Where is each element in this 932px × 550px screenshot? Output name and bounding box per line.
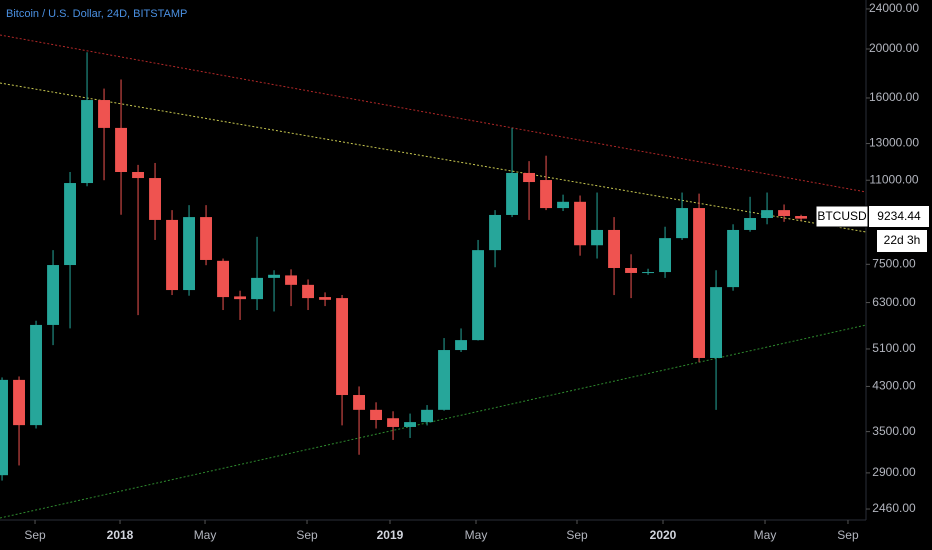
y-tick-label: 2460.00: [872, 501, 916, 515]
x-tick-label: Sep: [24, 528, 46, 542]
x-tick-label: May: [194, 528, 217, 542]
y-tick-label: 2900.00: [872, 465, 916, 479]
candle-body: [370, 409, 382, 421]
trend-lines: [0, 34, 866, 519]
candle-body: [404, 422, 416, 427]
candle-body: [319, 297, 331, 300]
last-price-box: [869, 206, 929, 227]
x-tick-label: 2020: [650, 528, 677, 542]
y-tick-label: 7500.00: [872, 256, 916, 270]
candle-body: [557, 201, 570, 209]
x-tick-label: Sep: [837, 528, 859, 542]
x-tick-label: 2018: [107, 528, 134, 542]
candle-body: [744, 218, 757, 230]
y-tick-label: 24000.00: [869, 1, 919, 15]
candle-body: [591, 229, 604, 246]
candle-body: [302, 284, 314, 299]
trend-line: [0, 82, 866, 233]
y-tick-label: 3500.00: [872, 424, 916, 438]
x-tick-label: 2019: [377, 528, 404, 542]
y-tick-label: 11000.00: [869, 172, 918, 186]
candle-body: [115, 127, 127, 173]
candle-body: [132, 172, 144, 179]
candle-body: [149, 178, 161, 220]
candle-body: [523, 172, 536, 183]
candle-body: [30, 324, 42, 426]
trend-line: [0, 34, 866, 193]
candle-body: [387, 418, 399, 427]
candle-body: [693, 208, 706, 358]
candles: [0, 52, 808, 481]
candle-body: [421, 409, 433, 423]
countdown: 22d 3h: [884, 233, 921, 247]
candle-body: [761, 210, 774, 219]
candle-body: [285, 275, 297, 285]
y-tick-label: 6300.00: [872, 295, 916, 309]
symbol-label: BTCUSD: [817, 209, 867, 223]
countdown-box: [877, 230, 927, 252]
axes: 24000.00 20000.00 16000.00 13000.00 11000.00…: [24, 1, 919, 542]
x-tick-label: Sep: [566, 528, 588, 542]
candle-body: [625, 267, 638, 273]
x-tick-label: Sep: [296, 528, 318, 542]
y-tick-label: 20000.00: [869, 41, 919, 55]
candle-body: [353, 395, 365, 410]
candle-body: [217, 260, 229, 298]
candle-body: [574, 201, 587, 246]
candle-body: [727, 229, 740, 288]
candle-body: [234, 296, 246, 300]
y-tick-label: 13000.00: [869, 136, 919, 150]
candle-body: [795, 216, 808, 219]
candle-body: [676, 208, 689, 239]
x-tick-label: May: [465, 528, 488, 542]
candle-body: [81, 100, 93, 184]
last-price: 9234.44: [877, 209, 921, 223]
x-tick-label: May: [754, 528, 777, 542]
candle-body: [642, 272, 655, 274]
candle-body: [472, 250, 485, 341]
candle-body: [183, 217, 195, 291]
candle-body: [336, 298, 348, 396]
candle-body: [268, 274, 280, 278]
chart-title: Bitcoin / U.S. Dollar, 24D, BITSTAMP: [6, 8, 187, 20]
candle-body: [98, 100, 110, 128]
candle-body: [0, 379, 8, 476]
price-label: BTCUSD 9234.44 22d 3h: [815, 205, 929, 252]
candle-body: [659, 238, 672, 273]
y-tick-label: 4300.00: [872, 379, 916, 393]
candle-body: [64, 183, 76, 266]
symbol-box: [815, 205, 869, 228]
candle-body: [778, 210, 791, 217]
y-tick-label: 5100.00: [872, 341, 916, 355]
candle-body: [438, 350, 451, 410]
candle-body: [506, 172, 519, 215]
candle-body: [47, 265, 59, 325]
y-tick-label: 16000.00: [869, 90, 919, 104]
candle-body: [166, 219, 178, 291]
candle-body: [200, 217, 212, 260]
candle-body: [710, 287, 723, 358]
candle-body: [13, 379, 25, 426]
candle-body: [455, 340, 468, 351]
candle-body: [608, 229, 621, 268]
candle-body: [489, 214, 502, 251]
candle-body: [251, 277, 263, 300]
candle-body: [540, 180, 553, 209]
